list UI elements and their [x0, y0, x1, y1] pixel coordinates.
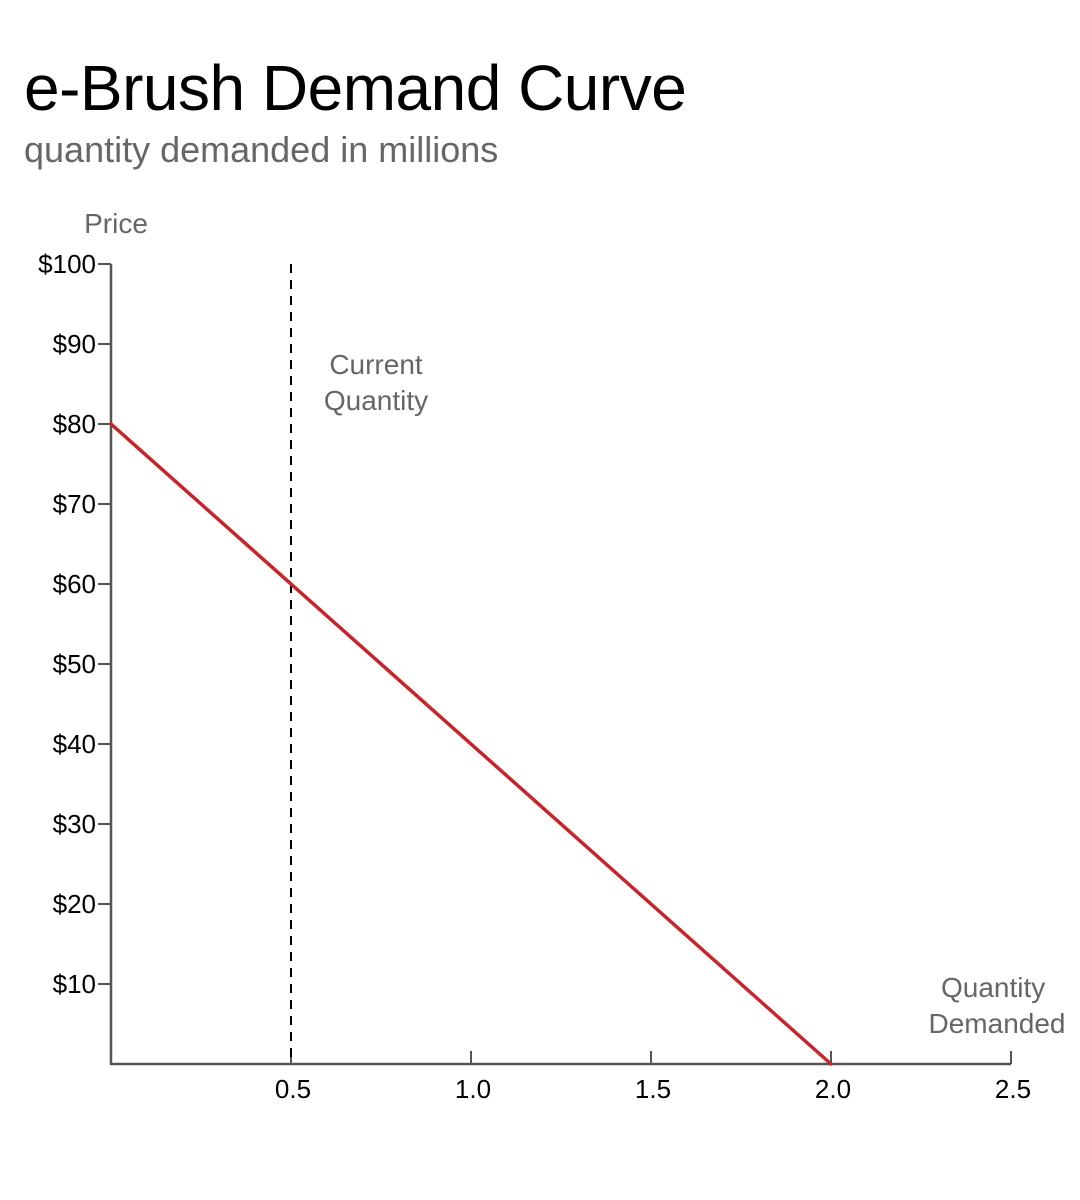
- x-axis-label: Quantity Demanded: [929, 972, 1066, 1039]
- y-tick-label: $30: [53, 809, 96, 839]
- x-tick-label: 1.5: [635, 1074, 671, 1104]
- x-ticks: 0.5 1.0 1.5 2.0 2.5: [275, 1051, 1031, 1104]
- current-quantity-annotation: Current Quantity: [324, 349, 428, 416]
- x-tick-label: 1.0: [455, 1074, 491, 1104]
- y-tick-label: $70: [53, 489, 96, 519]
- y-ticks: $10 $20 $30 $40 $50 $60 $70 $80 $90 $100: [38, 249, 111, 999]
- x-tick-label: 2.5: [995, 1074, 1031, 1104]
- annotation-line: Quantity: [324, 385, 428, 416]
- y-tick-label: $60: [53, 569, 96, 599]
- demand-curve-line: [109, 422, 833, 1066]
- y-tick-label: $80: [53, 409, 96, 439]
- chart-subtitle: quantity demanded in millions: [24, 129, 499, 170]
- x-tick-label: 2.0: [815, 1074, 851, 1104]
- chart-title: e-Brush Demand Curve: [24, 52, 687, 124]
- series-group: [109, 422, 833, 1066]
- y-tick-label: $20: [53, 889, 96, 919]
- y-tick-label: $100: [38, 249, 96, 279]
- y-tick-label: $50: [53, 649, 96, 679]
- annotation-line: Current: [329, 349, 423, 380]
- y-tick-label: $90: [53, 329, 96, 359]
- x-tick-label: 0.5: [275, 1074, 311, 1104]
- reference-lines: Current Quantity: [290, 264, 428, 1064]
- y-tick-label: $10: [53, 969, 96, 999]
- x-axis-label-line-2: Demanded: [929, 1008, 1066, 1039]
- y-axis-label: Price: [84, 208, 148, 239]
- x-axis-label-line-1: Quantity: [941, 972, 1045, 1003]
- y-tick-label: $40: [53, 729, 96, 759]
